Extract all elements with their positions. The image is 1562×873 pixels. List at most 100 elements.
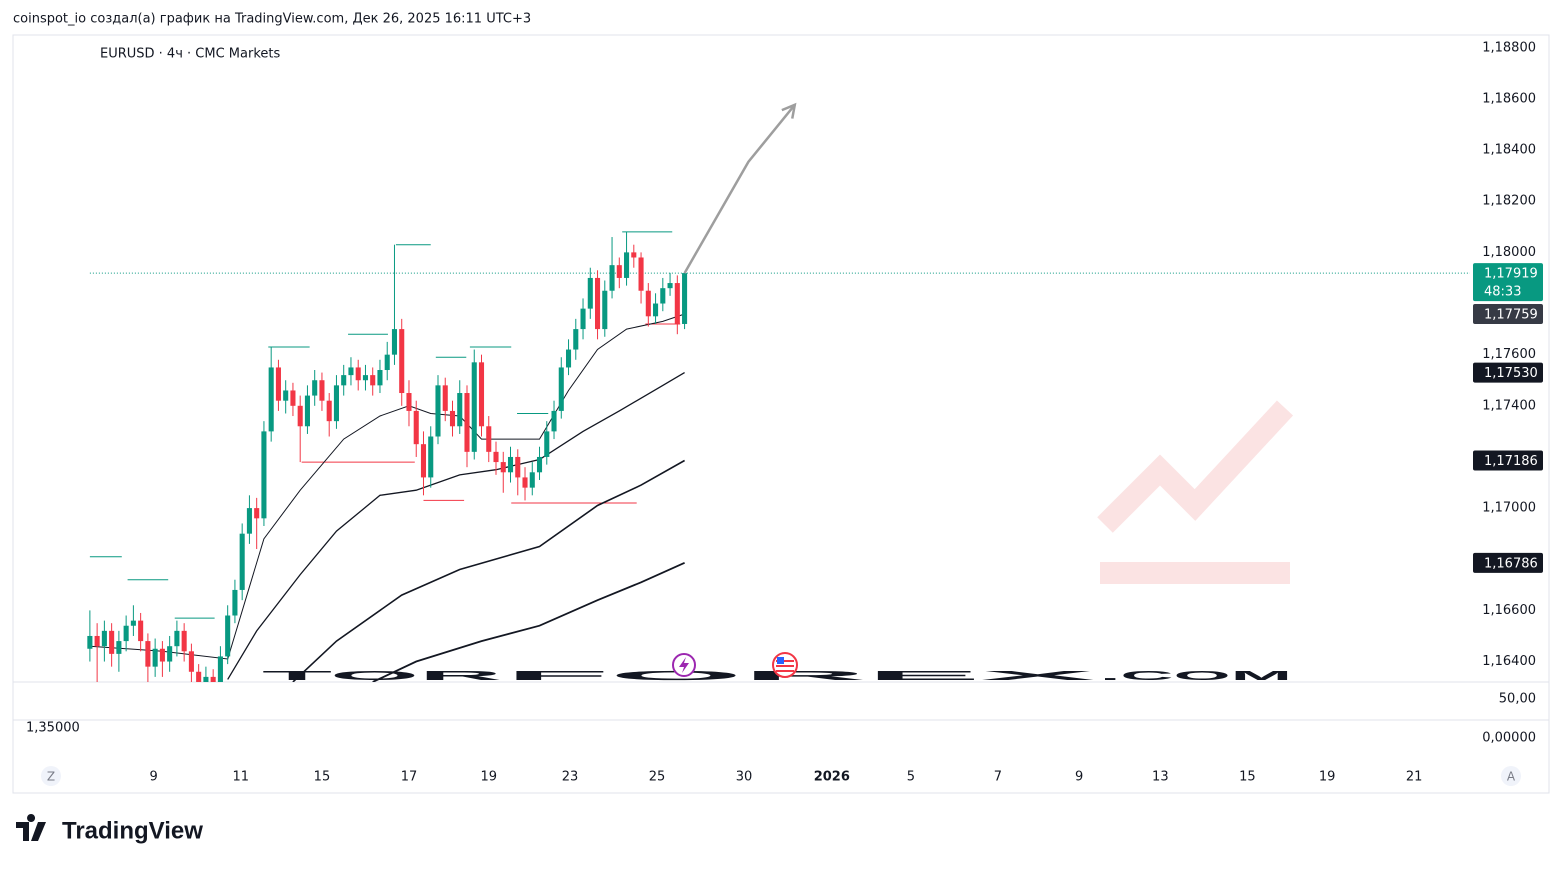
candle-body [551, 410, 557, 432]
x-tick-label: 15 [314, 770, 331, 785]
candle-body [653, 303, 659, 317]
candle-body [616, 265, 622, 278]
price-label-text: 1,17186 [1484, 454, 1538, 469]
watermark: TOR FOREX .COM [262, 400, 1294, 683]
candle-body [341, 375, 347, 386]
candle-body [587, 277, 593, 309]
arrow-head [781, 102, 797, 119]
plot [87, 102, 1470, 682]
candle-body [362, 375, 369, 381]
candle-body [101, 630, 107, 647]
flag-icon[interactable] [772, 652, 798, 678]
candle-body [602, 290, 608, 330]
price-label-text: 1,17919 [1484, 267, 1538, 282]
candle-body [449, 410, 456, 427]
x-tick-label: 7 [994, 770, 1002, 785]
candle-body [174, 630, 180, 647]
price-label-text: 1,17759 [1484, 308, 1538, 323]
corner-label[interactable]: A [1507, 770, 1516, 784]
candle-body [580, 308, 586, 330]
price-label [1473, 450, 1543, 471]
candle-body [667, 283, 673, 289]
candle-body [94, 635, 100, 647]
price-label [1473, 304, 1543, 325]
y-tick-label: 1,18400 [1482, 143, 1536, 158]
candle-body [638, 257, 644, 291]
candle-body [442, 385, 448, 411]
pane-label: 50,00 [1499, 692, 1536, 707]
price-label [1473, 362, 1543, 383]
x-tick-label: 17 [401, 770, 418, 785]
candle-body [565, 349, 572, 368]
y-tick-label: 1,17000 [1482, 501, 1536, 516]
candle-body [283, 390, 289, 401]
x-tick-label: 19 [1319, 770, 1336, 785]
candle-body [631, 252, 637, 258]
corner-button[interactable] [41, 766, 61, 786]
corner-label[interactable]: Z [47, 770, 55, 784]
watermark-part: FOREX [505, 668, 1099, 683]
candle-body [130, 620, 136, 626]
y-tick-label: 1,18800 [1482, 40, 1536, 55]
x-tick-label: 19 [480, 770, 497, 785]
x-tick-label: 21 [1406, 770, 1423, 785]
candle-body [370, 375, 376, 386]
candle-body [333, 385, 339, 422]
candle-body [486, 426, 492, 452]
y-tick-label: 1,16400 [1482, 654, 1536, 669]
x-tick-label: 9 [150, 770, 158, 785]
candle-body [261, 431, 267, 519]
logo-text: TradingView [62, 817, 203, 844]
candle-body [348, 367, 354, 376]
x-tick-label: 30 [736, 770, 753, 785]
corner-button[interactable] [1501, 766, 1521, 786]
candle-body [268, 367, 274, 432]
pane-label: 1,35000 [26, 721, 80, 736]
x-tick-label: 5 [907, 770, 915, 785]
candle-body [297, 405, 303, 427]
candle-body [145, 641, 151, 667]
candle-body [457, 393, 463, 427]
watermark-bar [1100, 562, 1290, 584]
candle-body [239, 533, 245, 590]
watermark-part: .COM [1100, 668, 1292, 683]
candle-body [595, 277, 601, 330]
x-tick-label: 9 [1075, 770, 1083, 785]
moving-average [227, 372, 685, 680]
candle-body [290, 390, 296, 406]
candle-body [87, 635, 93, 649]
candle-body [326, 400, 332, 422]
event-icon[interactable] [672, 653, 696, 677]
y-tick-label: 1,18200 [1482, 194, 1536, 209]
candle-body [246, 508, 252, 534]
candle-body [355, 367, 361, 381]
candle-body [406, 393, 412, 411]
candle-body [507, 456, 514, 473]
candle-body [624, 252, 630, 278]
candle-body [225, 615, 231, 657]
candle-body [558, 367, 564, 411]
candle-body [515, 456, 521, 478]
candle-body [196, 671, 202, 682]
candle-body [660, 288, 666, 304]
candle-body [609, 265, 615, 291]
candle-body [391, 329, 398, 355]
candle-body [500, 462, 506, 473]
logo: TradingView [16, 814, 203, 844]
candle-body [123, 625, 129, 642]
candle-body [544, 431, 550, 457]
price-label [1473, 552, 1543, 573]
candle-body [674, 283, 680, 324]
symbol: EURUSD · 4ч · CMC Markets [100, 47, 280, 62]
y-tick-label: 1,18000 [1482, 245, 1536, 260]
candle-body [478, 362, 485, 427]
x-tick-label: 15 [1239, 770, 1256, 785]
candle-body [188, 651, 194, 672]
candle-body [116, 641, 122, 654]
candle-body [682, 273, 688, 324]
candle-body [384, 354, 390, 371]
watermark-check [1097, 400, 1294, 533]
pane-label: 0,00000 [1482, 731, 1536, 746]
countdown: 48:33 [1484, 285, 1521, 300]
y-tick-label: 1,17600 [1482, 347, 1536, 362]
